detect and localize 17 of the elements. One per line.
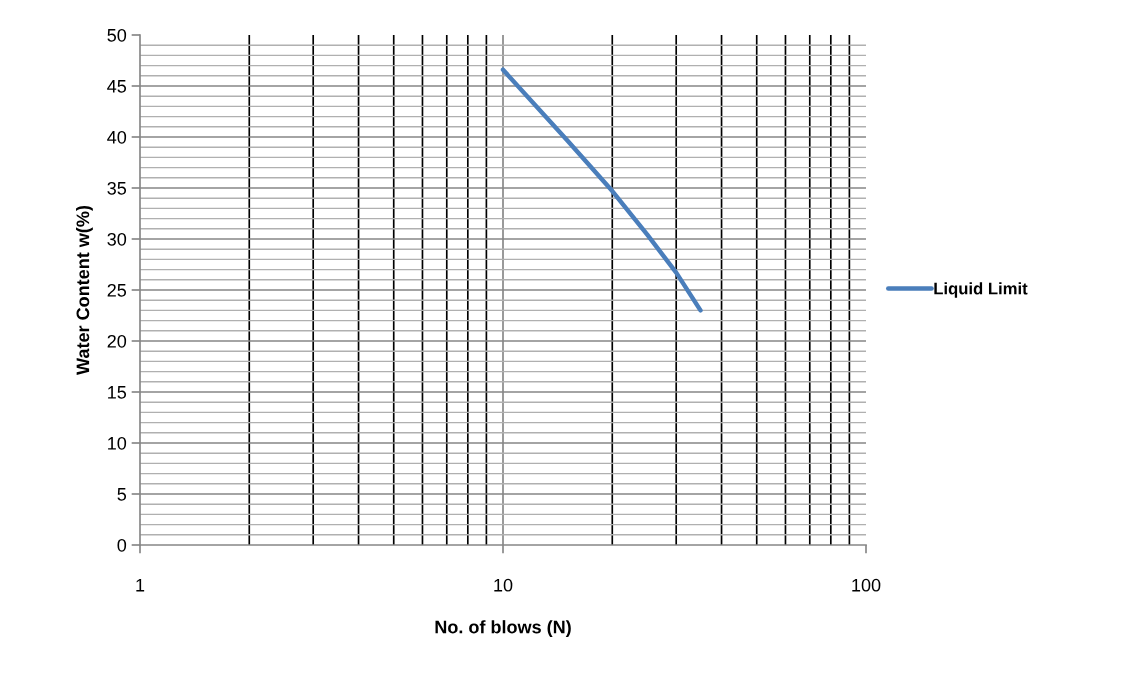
y-tick-label: 45 — [107, 80, 127, 93]
y-axis-title: Water Content w(%) — [76, 205, 93, 375]
y-tick-label: 40 — [107, 130, 127, 144]
x-tick-label: 100 — [852, 578, 881, 592]
y-tick-label: 15 — [108, 386, 127, 399]
y-tick-label: 20 — [107, 334, 127, 348]
y-tick-label: 5 — [117, 488, 127, 501]
x-tick-label: 1 — [136, 579, 145, 592]
legend-label: Liquid Limit — [934, 282, 1028, 298]
x-tick-label: 10 — [494, 578, 513, 592]
y-tick-label: 0 — [117, 538, 127, 552]
x-axis-title: No. of blows (N) — [435, 620, 571, 637]
y-tick-label: 25 — [107, 283, 127, 297]
y-tick-label: 10 — [108, 436, 127, 450]
y-tick-label: 35 — [107, 181, 127, 195]
y-tick-label: 50 — [107, 28, 127, 42]
y-tick-label: 30 — [107, 232, 127, 246]
